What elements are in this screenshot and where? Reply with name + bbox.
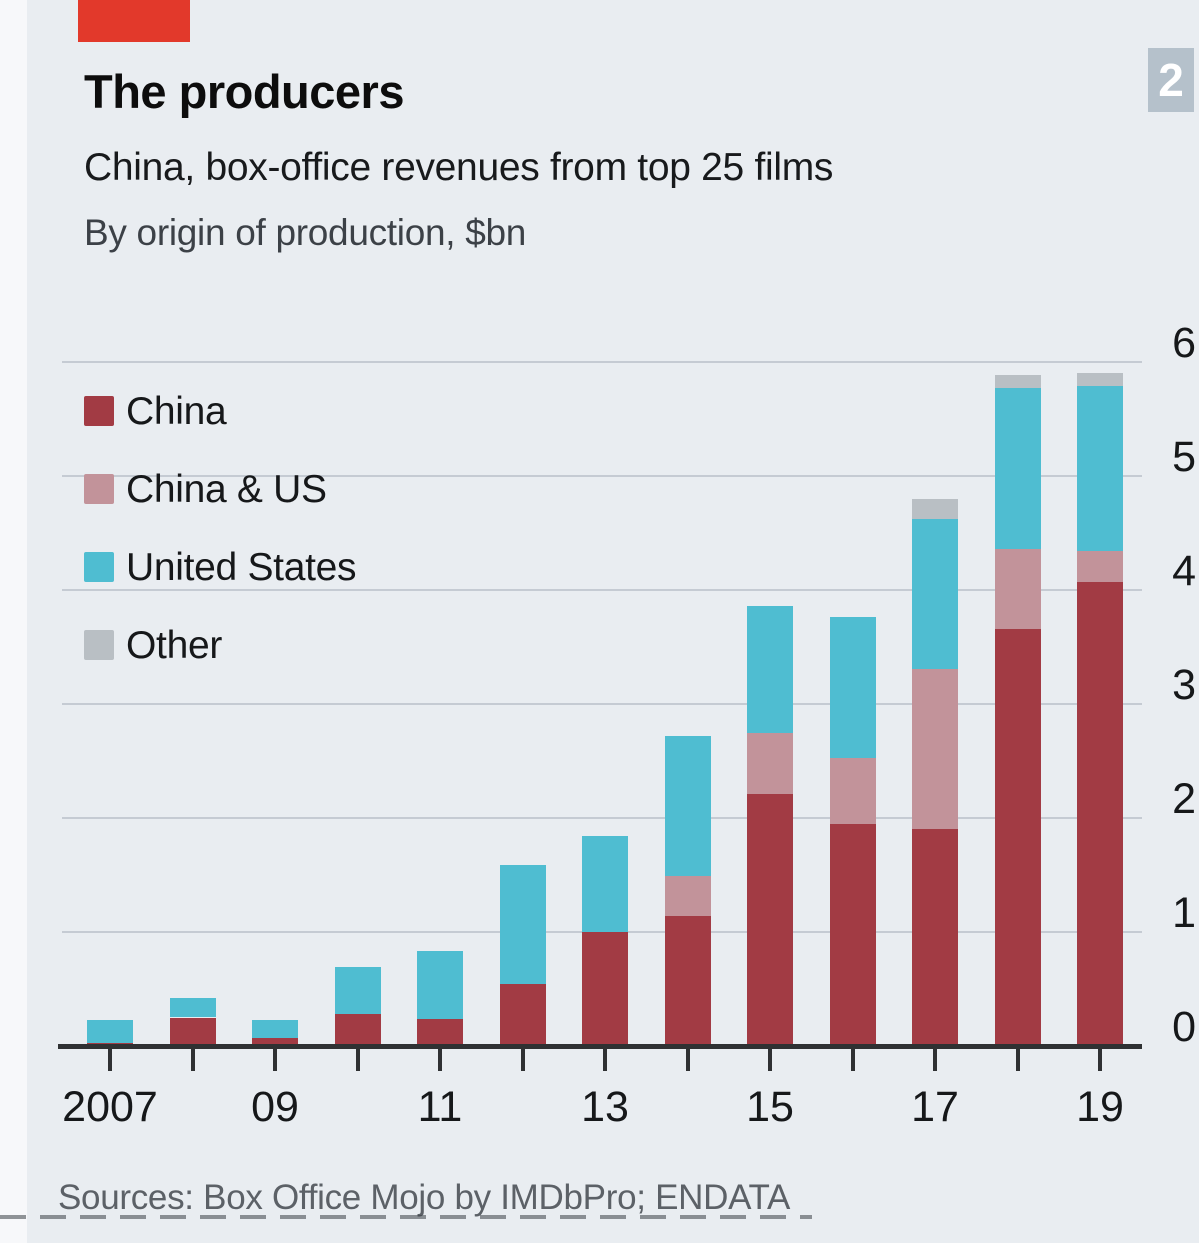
gridline-2	[62, 817, 1142, 819]
bar-segment-china-2014	[664, 916, 711, 1046]
economist-red-tab	[78, 0, 190, 42]
gridline-6	[62, 361, 1142, 363]
legend-swatch-other	[84, 630, 114, 660]
source-note: Sources: Box Office Mojo by IMDbPro; END…	[58, 1178, 791, 1217]
bar-segment-china-us-2019	[1077, 551, 1123, 582]
bar-segment-united-states-2018	[994, 388, 1041, 549]
bar-segment-china-us-2014	[664, 876, 711, 916]
bar-segment-china-us-2018	[994, 549, 1041, 629]
legend-swatch-china-us	[84, 474, 114, 504]
chart-subtitle: China, box-office revenues from top 25 f…	[84, 146, 834, 189]
x-axis-tick-2012	[520, 1049, 525, 1071]
x-axis-label-2007: 2007	[62, 1083, 158, 1131]
bar-segment-china-us-2017	[912, 668, 958, 830]
bar-segment-other-2018	[994, 374, 1041, 389]
bar-segment-united-states-2008	[169, 998, 216, 1018]
bar-segment-china-2013	[582, 932, 628, 1046]
bar-segment-china-2015	[747, 794, 793, 1046]
bar-segment-united-states-2013	[582, 836, 628, 932]
bar-segment-china-2012	[499, 984, 546, 1046]
x-axis-label-11: 11	[417, 1083, 463, 1131]
legend-label-china: China	[126, 390, 227, 433]
gridline-5	[62, 475, 1142, 477]
card-left-edge	[0, 0, 27, 1243]
x-axis-tick-2015	[768, 1049, 772, 1071]
x-axis-tick-2013	[603, 1049, 607, 1071]
bar-segment-united-states-2014	[664, 735, 711, 877]
x-axis-tick-2016	[850, 1049, 855, 1071]
chart-unit-note: By origin of production, $bn	[84, 212, 527, 253]
y-axis-label-5: 5	[1172, 433, 1196, 481]
bar-segment-china-us-2015	[747, 732, 793, 795]
x-axis-label-17: 17	[911, 1083, 959, 1131]
bar-segment-united-states-2011	[417, 951, 463, 1019]
x-axis-label-19: 19	[1076, 1083, 1124, 1131]
legend-label-china-us: China & US	[126, 468, 327, 511]
y-axis-label-0: 0	[1172, 1003, 1196, 1051]
x-axis-tick-2009	[273, 1049, 277, 1071]
figure-number-badge: 2	[1148, 48, 1194, 112]
x-axis-tick-2010	[355, 1049, 360, 1071]
y-axis-label-6: 6	[1172, 319, 1196, 367]
bar-segment-china-us-2016	[829, 757, 876, 824]
gridline-3	[62, 703, 1142, 705]
bar-segment-united-states-2012	[499, 864, 546, 985]
bar-segment-united-states-2017	[912, 519, 958, 669]
x-axis-label-13: 13	[581, 1083, 629, 1131]
x-axis-tick-2017	[933, 1049, 937, 1071]
y-axis-label-3: 3	[1172, 661, 1196, 709]
cropped-content-artifact	[0, 1215, 812, 1219]
bar-segment-china-2011	[417, 1018, 463, 1046]
x-axis-tick-2018	[1015, 1049, 1020, 1071]
bar-segment-united-states-2015	[747, 606, 793, 733]
y-axis-label-1: 1	[1172, 889, 1196, 937]
gridline-4	[62, 589, 1142, 591]
x-axis-tick-2008	[190, 1049, 195, 1071]
x-axis-tick-2014	[685, 1049, 690, 1071]
x-axis-label-15: 15	[746, 1083, 794, 1131]
bar-segment-china-2009	[252, 1038, 298, 1046]
bar-segment-china-2010	[334, 1014, 381, 1046]
bar-segment-china-2016	[829, 823, 876, 1046]
legend-swatch-united-states	[84, 552, 114, 582]
bar-segment-china-2019	[1077, 582, 1123, 1046]
legend-label-united-states: United States	[126, 546, 357, 589]
bar-segment-united-states-2019	[1077, 385, 1123, 552]
legend-label-other: Other	[126, 624, 223, 667]
bar-segment-united-states-2010	[334, 967, 381, 1014]
x-axis-tick-2019	[1098, 1049, 1102, 1071]
bar-segment-china-2017	[912, 829, 958, 1046]
y-axis-label-2: 2	[1172, 775, 1196, 823]
bar-segment-other-2019	[1077, 373, 1123, 386]
bar-segment-other-2017	[912, 498, 958, 520]
bar-segment-china-2008	[169, 1017, 216, 1046]
y-axis-label-4: 4	[1172, 547, 1196, 595]
bar-segment-united-states-2009	[252, 1019, 298, 1038]
bar-segment-united-states-2016	[829, 617, 876, 758]
x-axis-line	[58, 1044, 1142, 1049]
chart-title: The producers	[84, 65, 404, 118]
x-axis-tick-2007	[108, 1049, 112, 1071]
legend-swatch-china	[84, 396, 114, 426]
bar-segment-china-2018	[994, 628, 1041, 1046]
x-axis-label-09: 09	[251, 1083, 299, 1131]
bar-segment-united-states-2007	[87, 1019, 133, 1043]
x-axis-tick-2011	[438, 1049, 442, 1071]
